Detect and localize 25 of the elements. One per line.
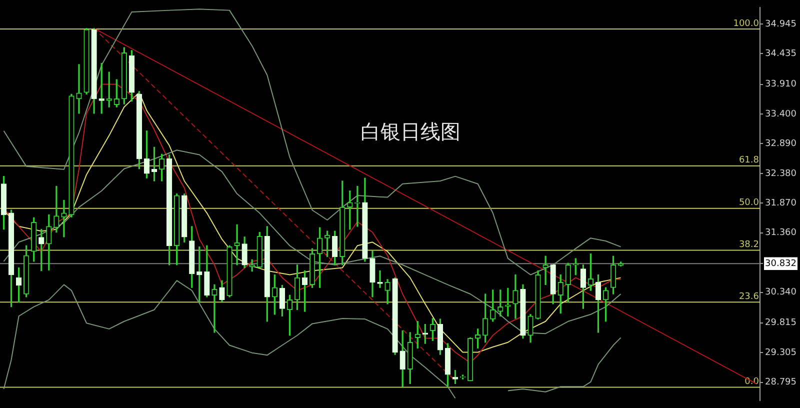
annotation: 23.6 — [738, 292, 760, 302]
y-tick-label: 34.945 — [765, 19, 796, 30]
annotation: 38.2 — [738, 240, 759, 250]
candlestick — [542, 256, 548, 286]
y-tick-label: 31.360 — [765, 228, 797, 238]
y-tick-label: 29.815 — [765, 318, 796, 328]
y-tick-label: 33.400 — [765, 109, 797, 120]
text: 白银日线图 — [360, 119, 460, 144]
y-tick-label: 31.870 — [765, 198, 797, 208]
y-tick-label: 28.795 — [765, 378, 796, 388]
y-tick-label: 32.890 — [765, 139, 797, 150]
y-tick-label: 33.910 — [765, 80, 797, 90]
candlestick — [61, 200, 67, 238]
candlestick — [234, 224, 240, 266]
annotation: 61.8 — [738, 156, 760, 166]
y-tick-label: 34.435 — [765, 49, 796, 60]
annotation: 50.0 — [738, 198, 760, 208]
y-tick-label: 29.305 — [765, 348, 796, 358]
y-tick-label: 32.380 — [765, 168, 797, 179]
y-tick-label: 30.832 — [765, 258, 796, 269]
candlestick — [377, 270, 383, 288]
candlestick — [76, 64, 82, 114]
annotation: 100.0 — [733, 18, 760, 29]
candlestick — [212, 284, 218, 333]
y-tick-label: 30.340 — [765, 288, 797, 298]
